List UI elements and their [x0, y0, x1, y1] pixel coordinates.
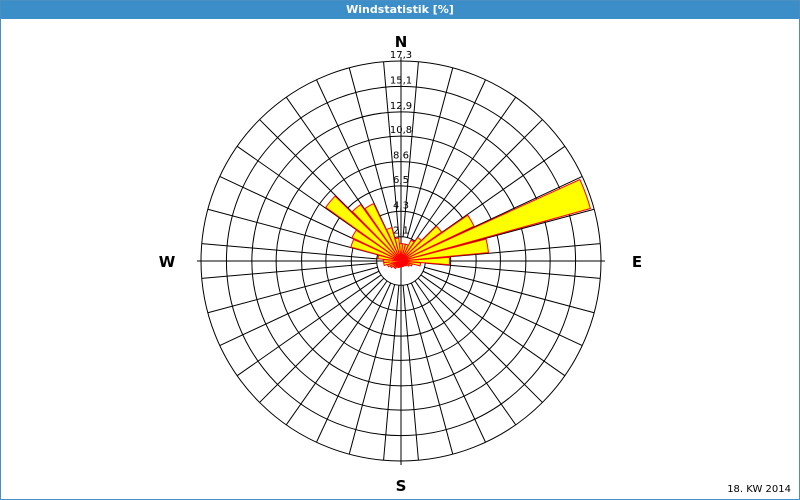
- spoke: [417, 119, 543, 245]
- wind-bar: [400, 238, 490, 262]
- title-bar: Windstatistik [%]: [1, 1, 799, 19]
- wind-bar: [350, 238, 402, 262]
- wind-bar: [400, 214, 475, 262]
- spoke: [402, 285, 419, 461]
- spoke: [402, 61, 419, 237]
- direction-label: E: [632, 253, 642, 271]
- spoke: [219, 270, 380, 346]
- ring-label: 17,3: [390, 50, 412, 61]
- spoke: [410, 282, 486, 443]
- spoke: [236, 274, 382, 377]
- wind-bar: [351, 203, 402, 262]
- spoke: [422, 270, 583, 346]
- direction-label: W: [159, 253, 176, 271]
- spoke: [424, 266, 595, 314]
- ring-label: 2,1: [393, 226, 409, 237]
- wind-bar: [385, 226, 402, 262]
- wind-bar: [400, 256, 451, 266]
- spoke: [201, 262, 377, 279]
- wind-bar: [394, 237, 402, 262]
- direction-label: N: [395, 33, 408, 51]
- spoke: [383, 61, 400, 237]
- spoke: [201, 243, 377, 260]
- spoke: [420, 274, 566, 377]
- ring-label: 6,5: [393, 175, 409, 186]
- spoke: [348, 67, 396, 238]
- spoke: [207, 208, 378, 256]
- ring-label: 4,3: [393, 200, 409, 211]
- spoke: [414, 96, 517, 242]
- spoke: [417, 277, 543, 403]
- spoke: [406, 284, 454, 455]
- spoke: [316, 282, 392, 443]
- spoke: [348, 284, 396, 455]
- wind-bar: [400, 236, 422, 262]
- chart: 2,1 4,3 6,5 8,6 10,8 12,9 15,1 17,3N E S W: [159, 33, 642, 495]
- spoke: [285, 280, 388, 426]
- spoke: [406, 67, 454, 238]
- ring-label: 12,9: [390, 101, 412, 112]
- wind-bar: [364, 202, 402, 262]
- wind-bar: [351, 229, 402, 262]
- wind-bar: [400, 225, 443, 262]
- wind-bar: [325, 195, 402, 262]
- ring-label: 15,1: [390, 75, 412, 86]
- ring-label: 10,8: [390, 125, 412, 136]
- ring-label: 8,6: [393, 151, 409, 162]
- footnote: 18. KW 2014: [727, 484, 791, 495]
- spoke: [414, 280, 517, 426]
- wind-bar: [400, 178, 591, 262]
- spoke: [410, 79, 486, 240]
- spoke: [207, 266, 378, 314]
- spoke: [259, 277, 385, 403]
- spoke: [425, 262, 601, 279]
- spoke: [383, 285, 400, 461]
- direction-label: S: [396, 477, 407, 495]
